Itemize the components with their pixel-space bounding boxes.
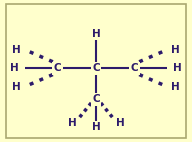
Text: H: H [173, 63, 182, 73]
Text: H: H [92, 29, 100, 39]
Text: H: H [171, 45, 180, 55]
Text: C: C [92, 94, 100, 104]
Text: H: H [92, 122, 100, 132]
Text: C: C [131, 63, 138, 73]
Text: H: H [116, 118, 124, 128]
Text: H: H [10, 63, 19, 73]
Text: H: H [12, 45, 21, 55]
Text: C: C [54, 63, 61, 73]
Text: H: H [171, 82, 180, 92]
Text: H: H [12, 82, 21, 92]
Text: H: H [68, 118, 76, 128]
Text: C: C [92, 63, 100, 73]
FancyBboxPatch shape [6, 4, 186, 138]
